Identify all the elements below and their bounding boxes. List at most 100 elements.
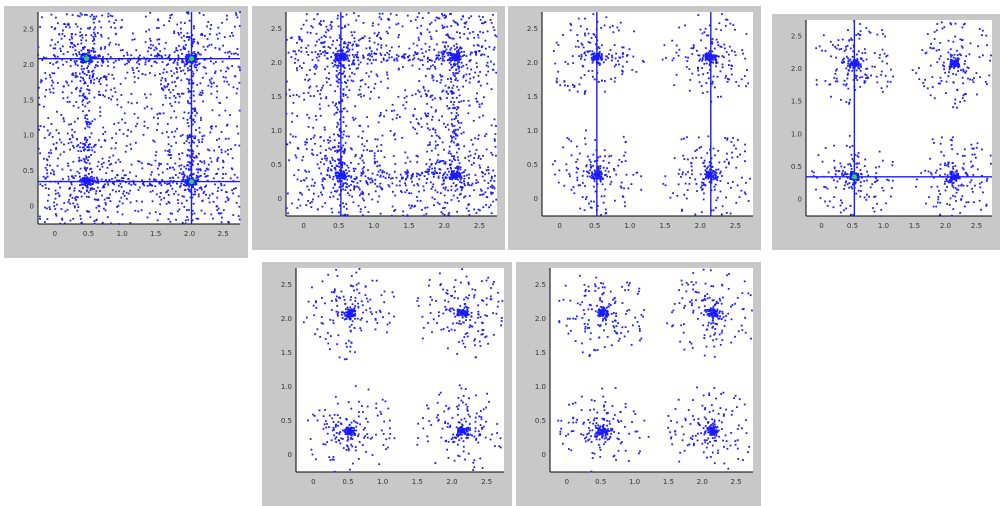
scatter-point xyxy=(365,180,368,183)
scatter-point xyxy=(867,174,870,177)
scatter-point xyxy=(66,96,69,99)
scatter-point xyxy=(120,106,123,109)
scatter-point xyxy=(635,171,638,174)
scatter-point xyxy=(745,181,747,184)
scatter-point xyxy=(315,56,318,59)
scatter-point xyxy=(70,141,73,144)
scatter-point xyxy=(214,72,216,74)
scatter-point xyxy=(583,52,586,55)
scatter-point xyxy=(158,73,161,75)
scatter-point xyxy=(578,152,581,155)
scatter-point xyxy=(158,43,161,45)
scatter-point xyxy=(714,174,717,177)
scatter-point xyxy=(101,165,104,168)
scatter-point xyxy=(232,214,235,216)
scatter-point xyxy=(97,93,100,96)
scatter-point xyxy=(196,58,199,61)
scatter-point xyxy=(414,204,417,207)
scatter-point xyxy=(316,65,318,68)
scatter-point xyxy=(346,55,348,58)
scatter-point xyxy=(342,214,345,217)
scatter-point xyxy=(93,31,95,34)
scatter-point xyxy=(193,50,196,53)
scatter-point xyxy=(67,24,70,26)
scatter-point xyxy=(220,216,223,219)
scatter-point xyxy=(83,166,86,169)
scatter-point xyxy=(93,176,96,179)
scatter-point xyxy=(340,64,343,67)
scatter-point xyxy=(333,113,336,116)
scatter-point xyxy=(203,172,206,175)
scatter-point xyxy=(376,165,379,168)
scatter-point xyxy=(852,214,855,216)
scatter-point xyxy=(478,103,481,106)
scatter-point xyxy=(189,174,192,176)
scatter-point xyxy=(74,174,77,177)
scatter-point xyxy=(164,78,167,80)
scatter-point xyxy=(616,26,619,29)
scatter-point xyxy=(587,171,590,174)
scatter-point xyxy=(183,174,186,176)
scatter-point xyxy=(385,109,388,112)
scatter-point xyxy=(209,56,212,59)
scatter-point xyxy=(133,75,136,78)
scatter-point xyxy=(587,51,589,53)
scatter-point xyxy=(137,70,140,73)
scatter-point xyxy=(191,209,194,212)
scatter-point xyxy=(85,182,88,184)
scatter-point xyxy=(187,91,190,94)
scatter-point xyxy=(338,129,341,132)
scatter-point xyxy=(596,61,599,64)
scatter-point xyxy=(872,207,874,209)
scatter-point xyxy=(672,192,674,195)
scatter-point xyxy=(71,14,74,16)
scatter-point xyxy=(87,27,89,30)
scatter-point xyxy=(376,138,379,141)
scatter-point xyxy=(621,53,624,56)
scatter-point xyxy=(75,88,77,90)
scatter-point xyxy=(188,82,191,85)
scatter-point xyxy=(313,73,316,75)
scatter-point xyxy=(44,187,47,190)
scatter-point xyxy=(430,149,433,152)
scatter-point xyxy=(406,14,409,17)
scatter-point xyxy=(432,64,434,67)
scatter-point xyxy=(716,75,719,78)
scatter-point xyxy=(411,205,413,208)
scatter-point xyxy=(583,74,586,76)
scatter-point xyxy=(167,200,170,203)
scatter-point xyxy=(404,171,407,174)
scatter-point xyxy=(88,178,91,181)
scatter-point xyxy=(376,200,379,203)
scatter-point xyxy=(824,147,827,149)
scatter-point xyxy=(100,64,103,67)
scatter-point xyxy=(191,184,194,186)
scatter-point xyxy=(343,130,345,133)
scatter-point xyxy=(464,169,467,172)
scatter-point xyxy=(201,89,204,92)
scatter-point xyxy=(426,177,429,180)
scatter-point xyxy=(325,97,328,100)
scatter-point xyxy=(138,160,141,163)
scatter-point xyxy=(443,122,445,125)
scatter-point xyxy=(704,177,707,179)
scatter-point xyxy=(474,174,477,176)
scatter-point xyxy=(323,41,326,43)
scatter-point xyxy=(87,177,89,180)
scatter-point xyxy=(596,52,599,55)
scatter-point xyxy=(192,72,195,75)
scatter-point xyxy=(48,151,50,154)
scatter-point xyxy=(455,128,457,131)
scatter-point xyxy=(337,149,340,152)
scatter-point xyxy=(338,54,341,57)
scatter-point xyxy=(459,176,461,179)
scatter-point xyxy=(181,59,184,62)
scatter-point xyxy=(81,103,84,106)
scatter-point xyxy=(55,147,58,149)
scatter-point xyxy=(80,87,83,90)
scatter-point xyxy=(454,173,457,176)
scatter-point xyxy=(720,13,723,15)
scatter-point xyxy=(591,50,594,53)
scatter-point xyxy=(414,93,417,95)
scatter-point xyxy=(598,50,601,53)
